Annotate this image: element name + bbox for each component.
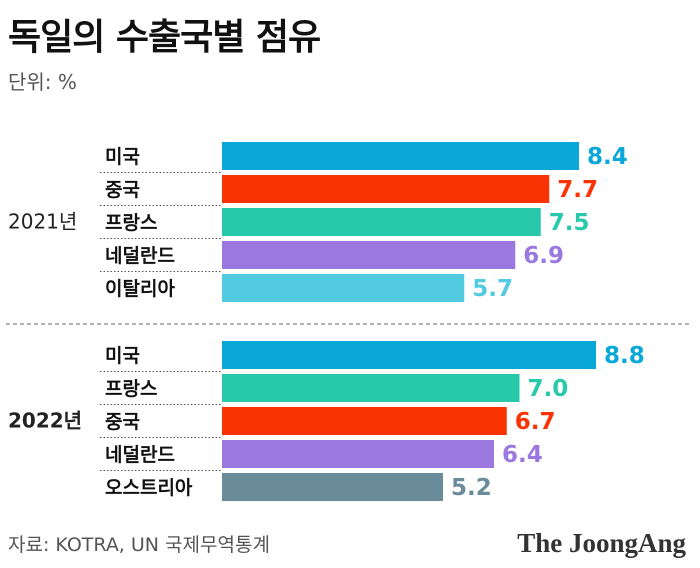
bar-value-label: 5.7 (472, 276, 513, 302)
bar-category-label: 프랑스 (105, 378, 157, 400)
bar-value-label: 6.9 (523, 243, 564, 269)
bar (222, 473, 443, 501)
bar (222, 175, 550, 203)
bar-category-label: 이탈리아 (105, 278, 175, 300)
bar-value-label: 6.4 (502, 442, 543, 468)
bar-category-label: 중국 (105, 179, 140, 201)
bar-category-label: 중국 (105, 411, 140, 433)
bar-value-label: 8.4 (587, 144, 628, 170)
bar (222, 341, 596, 369)
unit-label: 단위: % (8, 70, 77, 94)
bar-category-label: 프랑스 (105, 212, 157, 234)
group-label: 2021년 (8, 210, 77, 234)
bar (222, 440, 494, 468)
source-note: 자료: KOTRA, UN 국제무역통계 (8, 534, 270, 556)
bar (222, 241, 516, 269)
group-label: 2022년 (8, 409, 82, 433)
bar-value-label: 7.5 (549, 210, 590, 236)
bar (222, 407, 507, 435)
bar-value-label: 8.8 (604, 343, 645, 369)
bar-value-label: 7.0 (528, 376, 569, 402)
bar-category-label: 네덜란드 (105, 444, 175, 466)
bar (222, 208, 541, 236)
bar-value-label: 5.2 (451, 475, 492, 501)
bar-category-label: 오스트리아 (105, 477, 193, 499)
bar (222, 274, 465, 302)
bar-value-label: 7.7 (557, 177, 598, 203)
bar-category-label: 미국 (105, 345, 140, 367)
bar (222, 374, 520, 402)
bar (222, 142, 579, 170)
bar-category-label: 미국 (105, 146, 140, 168)
chart-title: 독일의 수출국별 점유 (8, 17, 321, 58)
bar-category-label: 네덜란드 (105, 245, 175, 267)
publisher-logo: The JoongAng (517, 528, 686, 558)
bar-value-label: 6.7 (515, 409, 556, 435)
